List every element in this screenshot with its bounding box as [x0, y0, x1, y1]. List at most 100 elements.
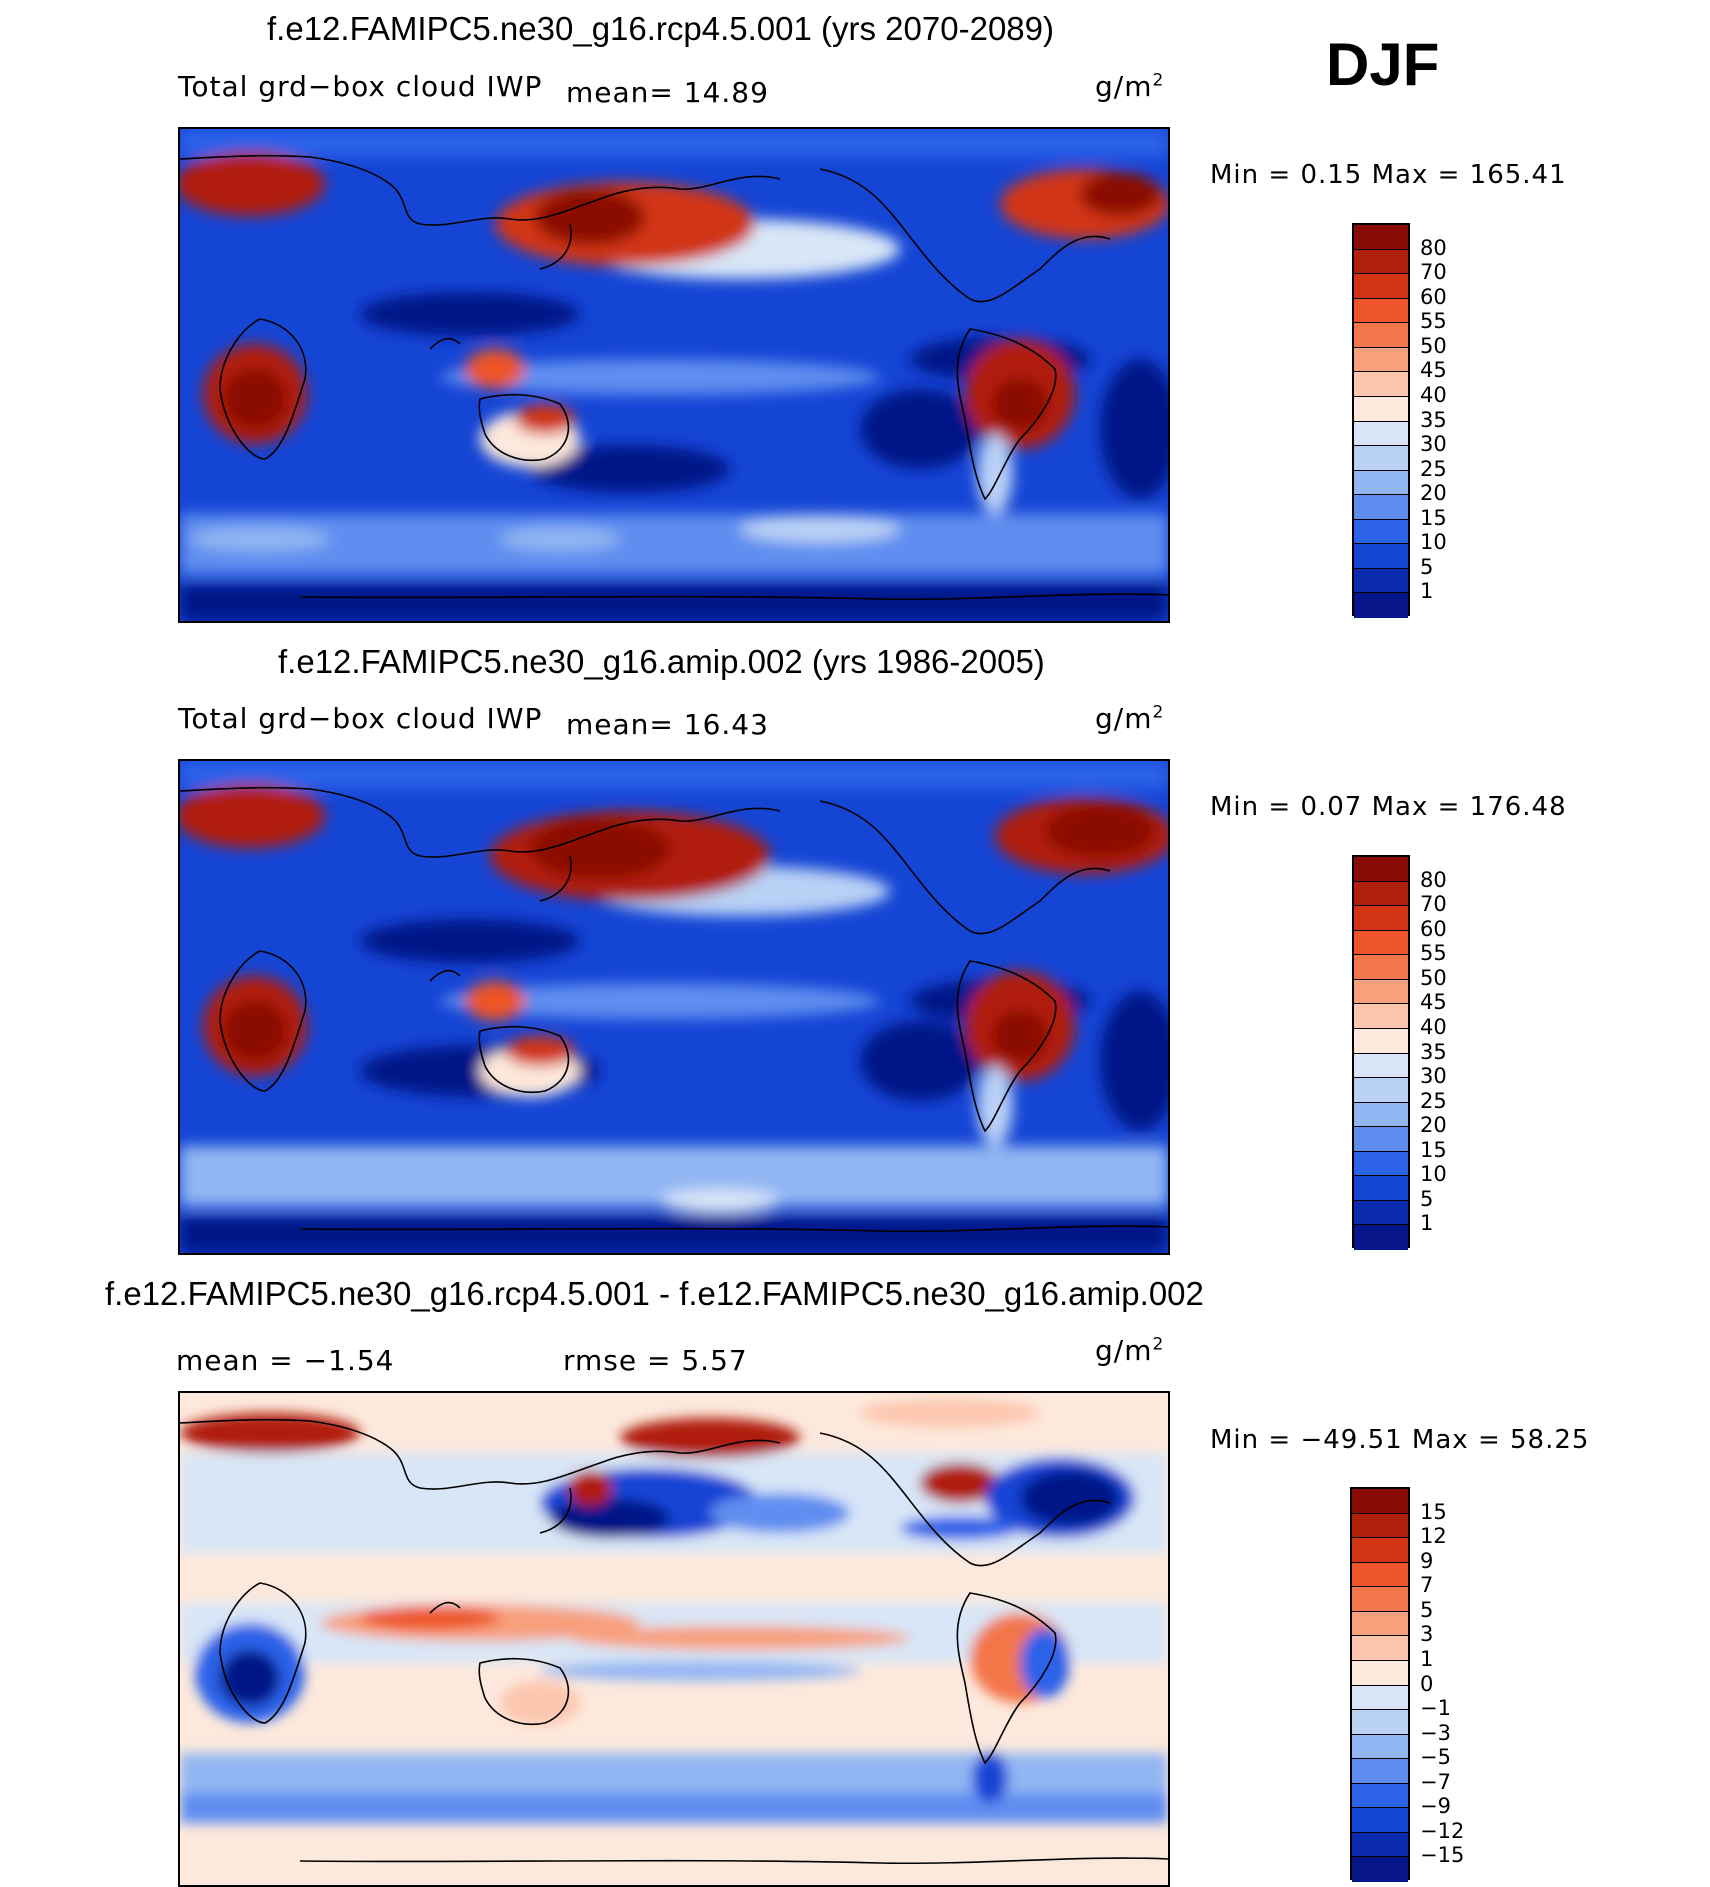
colorbar-swatch: [1352, 1587, 1408, 1612]
colorbar-tick-label: 5: [1420, 1186, 1434, 1211]
colorbar-tick-label: 0: [1420, 1671, 1434, 1696]
colorbar-swatch: [1354, 544, 1408, 569]
colorbar-swatch: [1354, 323, 1408, 348]
colorbar-tick-label: 80: [1420, 235, 1447, 260]
colorbar-swatch: [1352, 1832, 1408, 1858]
colorbar-swatch: [1354, 347, 1408, 373]
colorbar-swatch: [1354, 1127, 1408, 1152]
colorbar-tick-label: 9: [1420, 1548, 1434, 1573]
colorbar-tick-label: 55: [1420, 941, 1447, 966]
colorbar-swatch: [1354, 979, 1408, 1005]
colorbar-swatch: [1354, 593, 1408, 618]
colorbar-swatch: [1354, 1028, 1408, 1054]
panel-2-map: [178, 759, 1170, 1255]
colorbar-swatch: [1352, 1611, 1408, 1637]
panel-1-mean: mean= 14.89: [566, 76, 769, 109]
colorbar-tick-label: 40: [1420, 382, 1447, 407]
colorbar-swatch: [1354, 881, 1408, 907]
colorbar-tick-label: 45: [1420, 358, 1447, 383]
colorbar-swatch: [1352, 1538, 1408, 1563]
panel-2-colorbar: [1352, 855, 1410, 1250]
colorbar-swatch: [1354, 421, 1408, 447]
coastlines: [180, 786, 1168, 1233]
colorbar-swatch: [1352, 1489, 1408, 1514]
colorbar-tick-label: 3: [1420, 1622, 1434, 1647]
colorbar-tick-label: 55: [1420, 309, 1447, 334]
panel-3-map: [178, 1391, 1170, 1887]
colorbar-swatch: [1354, 930, 1408, 956]
season-label: DJF: [1326, 31, 1440, 98]
panel-1-minmax: Min = 0.15 Max = 165.41: [1210, 160, 1567, 190]
panel-3-units: g/m2: [1095, 1334, 1165, 1367]
colorbar-swatch: [1354, 396, 1408, 422]
colorbar-tick-label: 50: [1420, 965, 1447, 990]
colorbar-tick-label: 30: [1420, 432, 1447, 457]
colorbar-tick-label: −12: [1420, 1818, 1465, 1843]
colorbar-tick-label: 5: [1420, 554, 1434, 579]
colorbar-tick-label: 30: [1420, 1064, 1447, 1089]
colorbar-tick-label: 50: [1420, 333, 1447, 358]
colorbar-swatch: [1354, 1102, 1408, 1128]
panel-1-map: [178, 127, 1170, 623]
colorbar-tick-label: 60: [1420, 916, 1447, 941]
colorbar-swatch: [1354, 1053, 1408, 1079]
colorbar-tick-label: 40: [1420, 1014, 1447, 1039]
colorbar-tick-label: 15: [1420, 1499, 1447, 1524]
panel-2-units: g/m2: [1095, 702, 1165, 735]
colorbar-tick-label: 25: [1420, 456, 1447, 481]
panel-2-title: f.e12.FAMIPC5.ne30_g16.amip.002 (yrs 198…: [278, 643, 1045, 680]
panel-1-field-label: Total grd−box cloud IWP: [178, 70, 543, 103]
colorbar-swatch: [1354, 249, 1408, 275]
colorbar-swatch: [1352, 1513, 1408, 1539]
panel-3-colorbar: [1350, 1487, 1410, 1882]
colorbar-swatch: [1354, 519, 1408, 545]
coastlines: [180, 154, 1168, 601]
colorbar-tick-label: 35: [1420, 407, 1447, 432]
colorbar-swatch: [1352, 1783, 1408, 1809]
colorbar-swatch: [1354, 1200, 1408, 1226]
colorbar-tick-label: −1: [1420, 1696, 1451, 1721]
colorbar-swatch: [1352, 1660, 1408, 1686]
colorbar-tick-label: 12: [1420, 1524, 1447, 1549]
colorbar-swatch: [1354, 906, 1408, 931]
coastlines: [180, 1418, 1168, 1865]
colorbar-tick-label: 70: [1420, 892, 1447, 917]
colorbar-swatch: [1354, 568, 1408, 594]
panel-2-minmax: Min = 0.07 Max = 176.48: [1210, 792, 1567, 822]
colorbar-tick-label: 25: [1420, 1088, 1447, 1113]
colorbar-swatch: [1354, 857, 1408, 882]
colorbar-swatch: [1354, 298, 1408, 324]
panel-3-rmse: rmse = 5.57: [563, 1344, 748, 1377]
colorbar-swatch: [1354, 955, 1408, 980]
colorbar-swatch: [1354, 495, 1408, 520]
panel-3-minmax: Min = −49.51 Max = 58.25: [1210, 1425, 1590, 1455]
colorbar-swatch: [1352, 1808, 1408, 1833]
colorbar-tick-label: 15: [1420, 1137, 1447, 1162]
colorbar-swatch: [1354, 372, 1408, 397]
colorbar-tick-label: −3: [1420, 1720, 1451, 1745]
colorbar-tick-label: 10: [1420, 1162, 1447, 1187]
panel-2-mean: mean= 16.43: [566, 708, 769, 741]
colorbar-swatch: [1354, 1225, 1408, 1250]
colorbar-tick-label: 10: [1420, 530, 1447, 555]
colorbar-swatch: [1354, 274, 1408, 299]
colorbar-tick-label: 35: [1420, 1039, 1447, 1064]
colorbar-tick-label: 5: [1420, 1597, 1434, 1622]
colorbar-swatch: [1352, 1759, 1408, 1784]
colorbar-tick-label: −7: [1420, 1769, 1451, 1794]
panel-2-field-label: Total grd−box cloud IWP: [178, 702, 543, 735]
colorbar-swatch: [1354, 470, 1408, 496]
panel-1-units: g/m2: [1095, 70, 1165, 103]
panel-1-title: f.e12.FAMIPC5.ne30_g16.rcp4.5.001 (yrs 2…: [267, 10, 1054, 47]
colorbar-swatch: [1354, 225, 1408, 250]
panel-3-title: f.e12.FAMIPC5.ne30_g16.rcp4.5.001 - f.e1…: [105, 1275, 1204, 1312]
colorbar-tick-label: 1: [1420, 1211, 1434, 1236]
colorbar-swatch: [1354, 446, 1408, 471]
colorbar-tick-label: 1: [1420, 1646, 1434, 1671]
colorbar-swatch: [1352, 1710, 1408, 1735]
colorbar-tick-label: 20: [1420, 1113, 1447, 1138]
colorbar-tick-label: 1: [1420, 579, 1434, 604]
colorbar-swatch: [1352, 1685, 1408, 1711]
colorbar-tick-label: 15: [1420, 505, 1447, 530]
colorbar-tick-label: 45: [1420, 990, 1447, 1015]
